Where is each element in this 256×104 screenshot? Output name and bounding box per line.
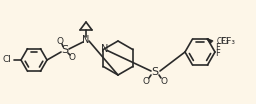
Text: S: S	[61, 45, 69, 55]
Text: O: O	[57, 37, 63, 46]
Text: Cl: Cl	[3, 56, 12, 64]
Text: N: N	[101, 45, 108, 54]
Text: CF₃: CF₃	[217, 37, 229, 46]
Text: CF₃: CF₃	[220, 37, 236, 46]
Text: O: O	[69, 53, 76, 63]
Text: N: N	[82, 35, 90, 45]
Text: O: O	[161, 77, 167, 85]
Text: S: S	[152, 67, 158, 77]
Text: O: O	[143, 77, 150, 85]
Text: F: F	[215, 43, 220, 51]
Text: F: F	[215, 48, 220, 58]
